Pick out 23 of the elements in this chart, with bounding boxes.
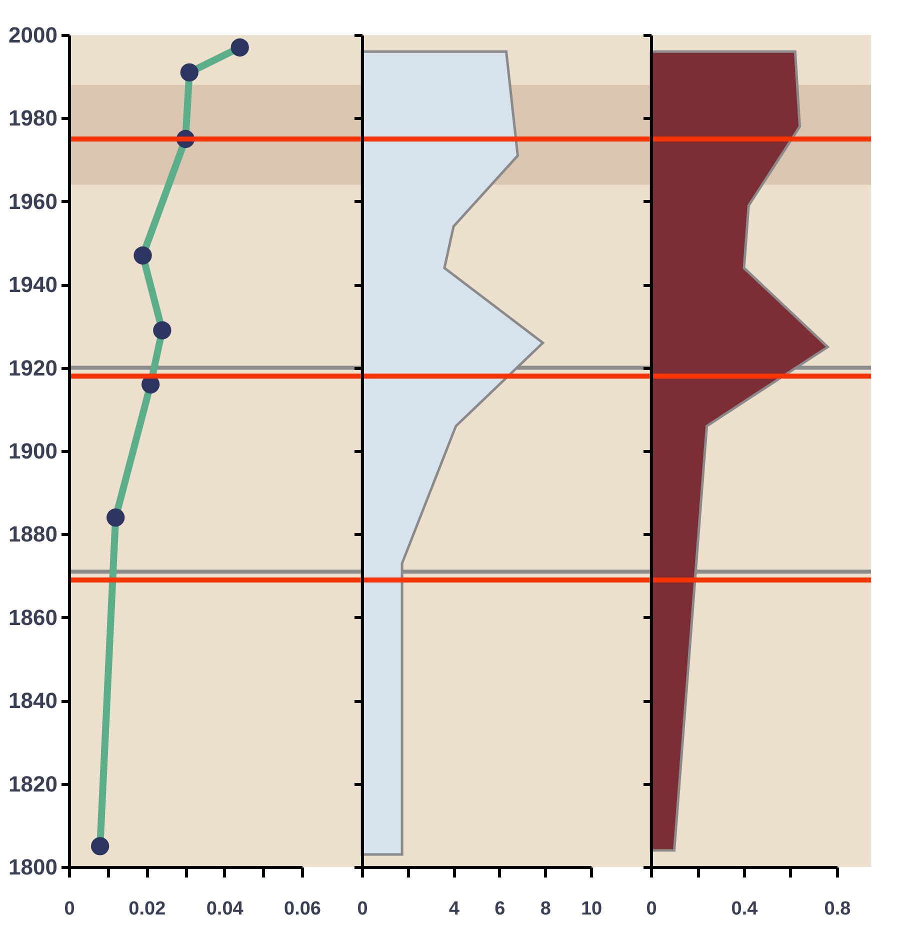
x-tick-label: 0.8 bbox=[824, 898, 851, 920]
x-tick-label: 0 bbox=[357, 898, 368, 920]
x-tick-label: 0.4 bbox=[731, 898, 758, 920]
x-tick-label: 8 bbox=[540, 898, 551, 920]
y-tick-label: 1820 bbox=[8, 771, 58, 796]
y-tick-label: 1920 bbox=[8, 355, 58, 380]
y-tick-label: 1940 bbox=[8, 272, 58, 298]
y-tick-label: 1860 bbox=[8, 604, 58, 630]
y-tick-label: 1960 bbox=[8, 188, 58, 214]
x-tick-label: 0.06 bbox=[284, 898, 321, 920]
x-tick-label: 4 bbox=[448, 898, 460, 920]
x-tick-label: 0.02 bbox=[128, 898, 166, 920]
x-tick-label: 10 bbox=[580, 898, 602, 920]
x-tick-label: 0.04 bbox=[206, 898, 244, 920]
y-tick-label: 1900 bbox=[8, 438, 58, 464]
x-tick-label: 6 bbox=[494, 898, 506, 920]
y-tick-label: 1800 bbox=[8, 854, 58, 880]
y-tick-label: 1880 bbox=[8, 522, 58, 547]
x-tick-label: 0 bbox=[646, 898, 657, 920]
y-tick-label: 2000 bbox=[8, 22, 58, 48]
y-tick-label: 1840 bbox=[8, 688, 58, 714]
y-tick-label: 1980 bbox=[8, 106, 58, 131]
x-tick-label: 0 bbox=[64, 898, 75, 920]
